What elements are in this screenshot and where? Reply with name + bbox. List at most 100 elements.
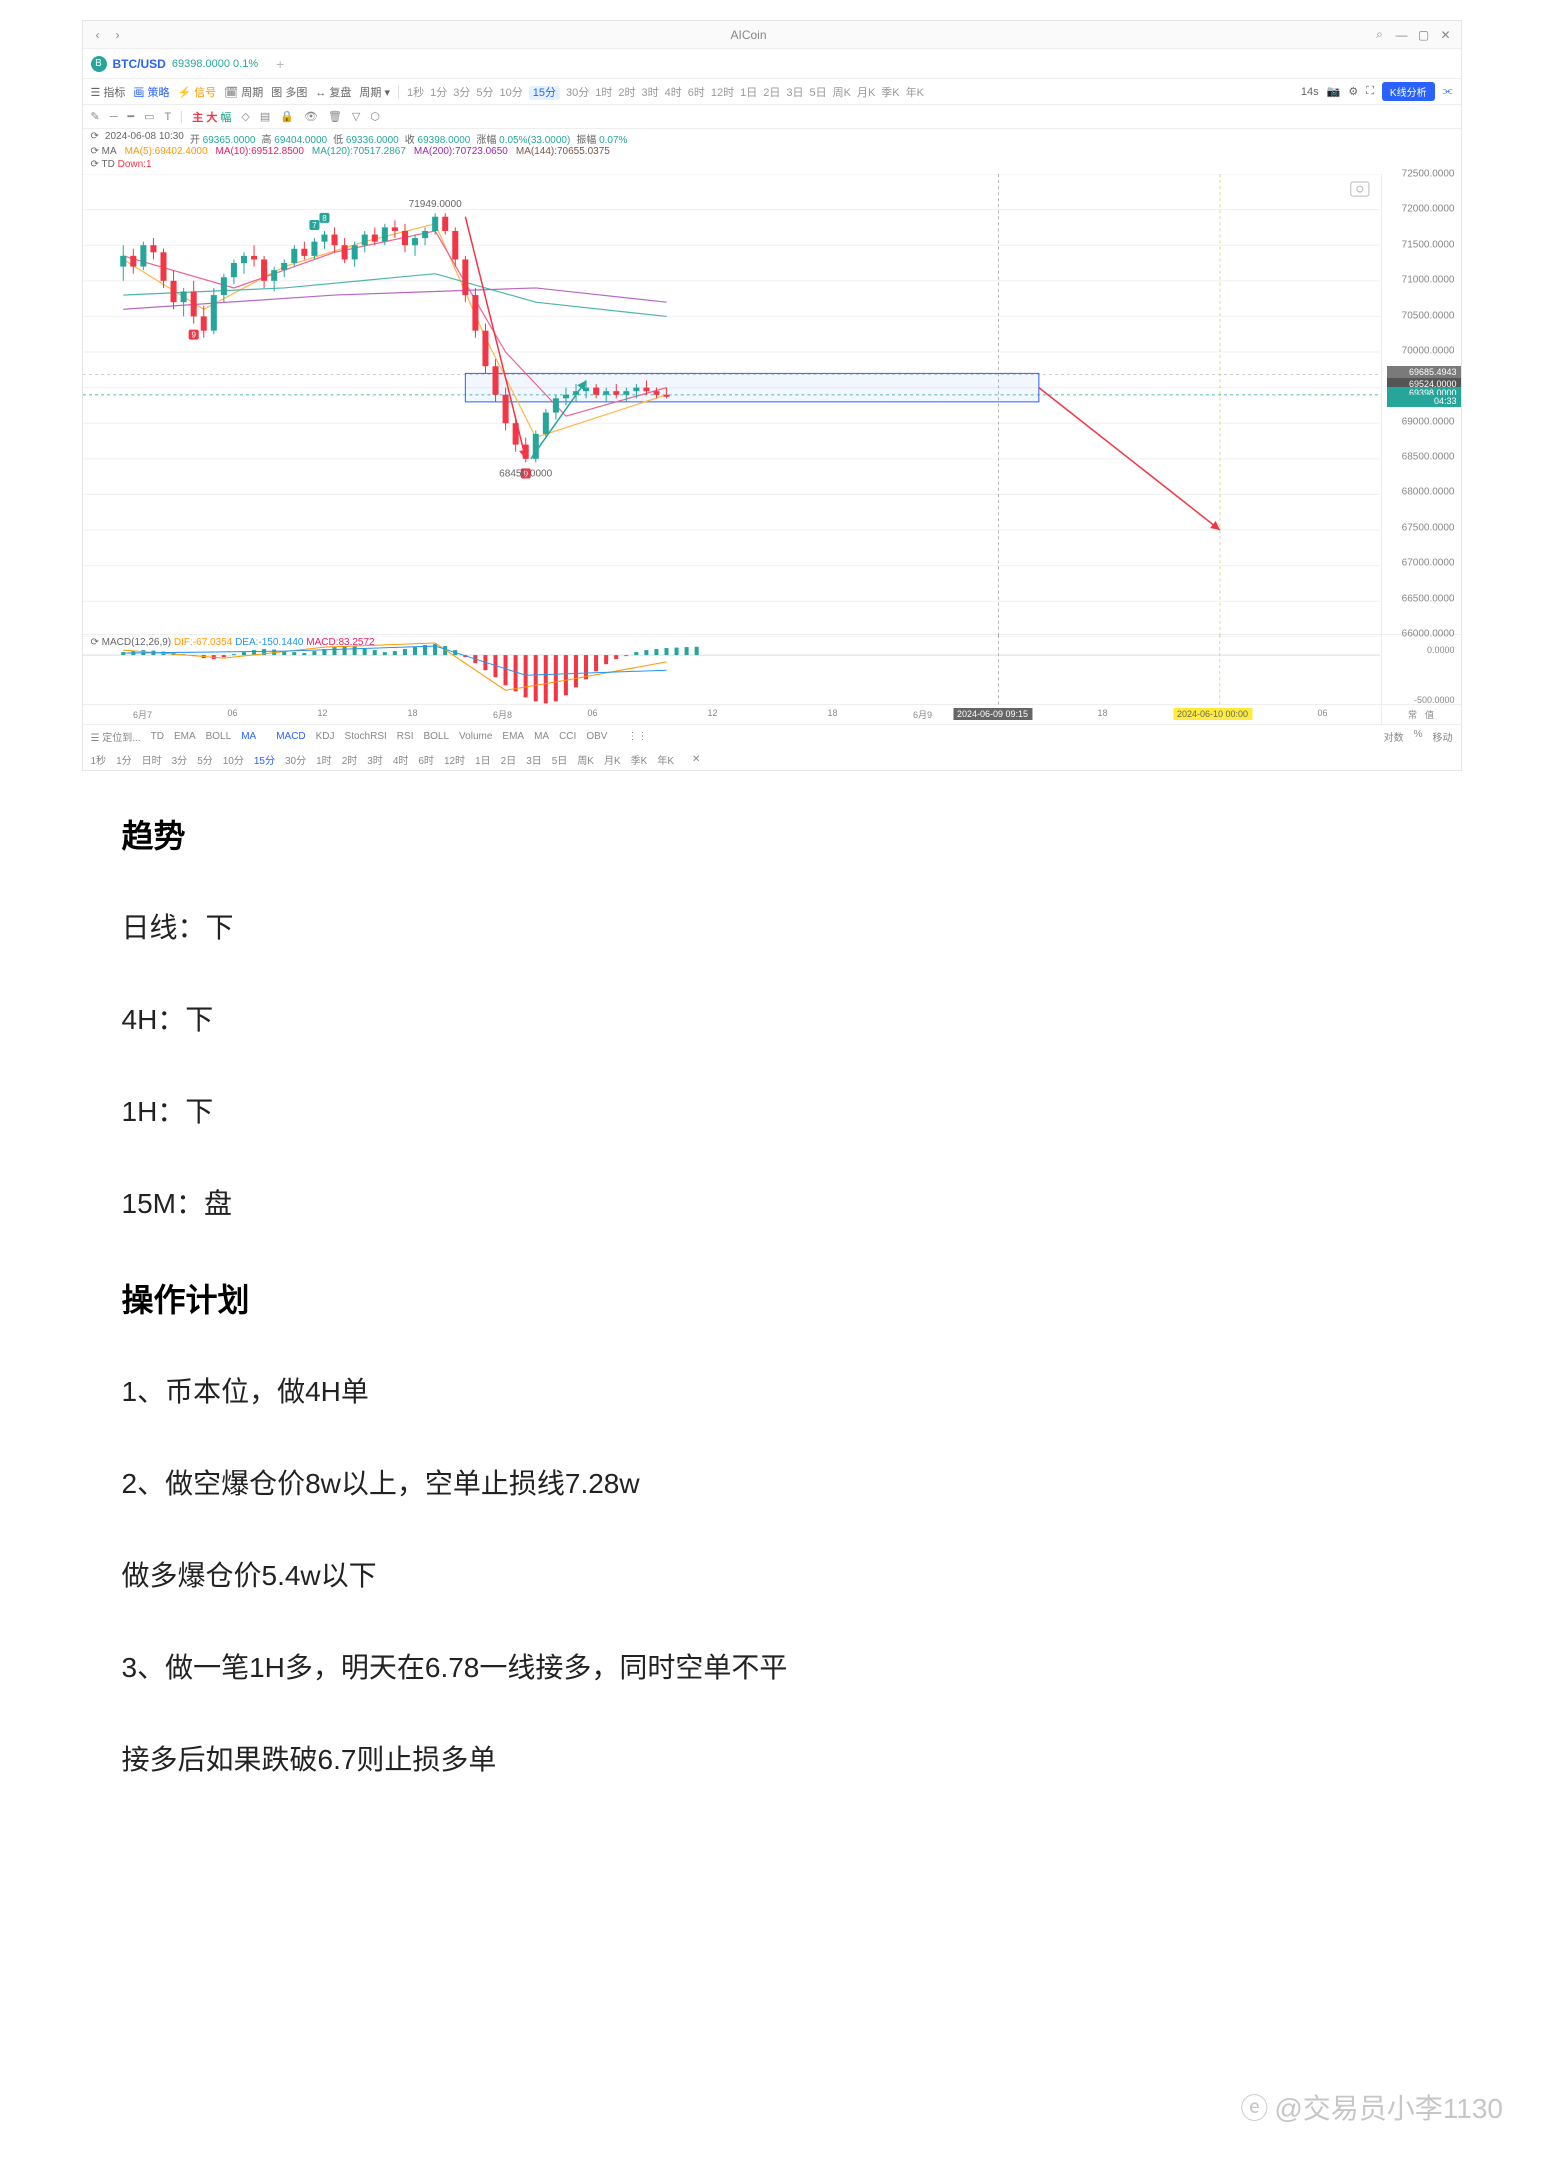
settings-icon[interactable]: ⚙ (1348, 85, 1358, 98)
draw-magnet-icon[interactable]: ⬡ (370, 110, 380, 123)
timeframe-10分[interactable]: 10分 (499, 87, 522, 99)
draw-line-icon[interactable]: ─ (110, 111, 118, 123)
tf-bottom-12时[interactable]: 12时 (444, 752, 465, 767)
tf-bottom-3时[interactable]: 3时 (367, 752, 383, 767)
tf-bottom-1秒[interactable]: 1秒 (91, 752, 107, 767)
kline-analysis-button[interactable]: K线分析 (1382, 82, 1435, 101)
locate-button[interactable]: ☰ 定位到... (91, 729, 141, 744)
indicator-MA[interactable]: MA (534, 731, 549, 742)
timeframe-3分[interactable]: 3分 (453, 87, 470, 99)
indicator-BOLL[interactable]: BOLL (423, 731, 449, 742)
indicator-TD[interactable]: TD (151, 731, 164, 742)
timeframe-3时[interactable]: 3时 (641, 87, 658, 99)
tf-bottom-5日[interactable]: 5日 (552, 752, 568, 767)
draw-more-1[interactable]: ◇ (241, 110, 249, 123)
draw-rect-icon[interactable]: ▭ (144, 110, 154, 123)
toolbar-period[interactable]: 🗓 周期 (224, 84, 263, 100)
chart-area[interactable]: 978971949.000068450.0000 72500.000072000… (83, 174, 1461, 634)
timeframe-15分[interactable]: 15分 (529, 86, 560, 100)
timeframe-5日[interactable]: 5日 (809, 87, 826, 99)
chart-main[interactable]: 978971949.000068450.0000 (83, 174, 1381, 634)
draw-more-2[interactable]: ▤ (260, 110, 270, 123)
tf-bottom-月K[interactable]: 月K (604, 752, 621, 767)
indicator-EMA[interactable]: EMA (174, 731, 196, 742)
timeframe-年K[interactable]: 年K (906, 87, 924, 99)
draw-cross-icon[interactable]: ✎ (91, 110, 100, 123)
tf-bottom-2日[interactable]: 2日 (501, 752, 517, 767)
move-toggle[interactable]: 移动 (1433, 729, 1453, 744)
indicator-Volume[interactable]: Volume (459, 731, 492, 742)
toolbar-cycle[interactable]: 周期 ▾ (359, 84, 390, 100)
maximize-icon[interactable]: ▢ (1417, 28, 1431, 42)
fullscreen-icon[interactable]: ⛶ (1366, 85, 1374, 98)
draw-filter-icon[interactable]: ▽ (352, 110, 360, 123)
macd-main[interactable]: ⟳ MACD(12,26,9) DIF:-67.0354 DEA:-150.14… (83, 635, 1381, 704)
timeframe-5分[interactable]: 5分 (476, 87, 493, 99)
indicator-more[interactable]: ⋮⋮ (627, 731, 647, 742)
timeframe-4时[interactable]: 4时 (665, 87, 682, 99)
camera-icon[interactable]: 📷 (1327, 85, 1341, 98)
tf-bottom-年K[interactable]: 年K (657, 752, 674, 767)
tf-bottom-10分[interactable]: 10分 (223, 752, 244, 767)
indicator-RSI[interactable]: RSI (397, 731, 414, 742)
tf-bottom-4时[interactable]: 4时 (393, 752, 409, 767)
timeframe-2时[interactable]: 2时 (618, 87, 635, 99)
back-icon[interactable]: ‹ (91, 28, 105, 42)
tf-bottom-1日[interactable]: 1日 (475, 752, 491, 767)
macd-area[interactable]: ⟳ MACD(12,26,9) DIF:-67.0354 DEA:-150.14… (83, 634, 1461, 704)
timeframe-1时[interactable]: 1时 (595, 87, 612, 99)
timeframe-1分[interactable]: 1分 (430, 87, 447, 99)
tf-close-icon[interactable]: ✕ (692, 754, 700, 765)
toolbar-strategy[interactable]: 画 策略 (133, 84, 169, 100)
indicator-OBV[interactable]: OBV (586, 731, 607, 742)
xaxis-right[interactable]: 常值 (1381, 705, 1461, 724)
timeframe-30分[interactable]: 30分 (566, 87, 589, 99)
timeframe-2日[interactable]: 2日 (763, 87, 780, 99)
tf-bottom-15分[interactable]: 15分 (254, 752, 275, 767)
forward-icon[interactable]: › (111, 28, 125, 42)
draw-more-5[interactable]: 🗑 (328, 110, 342, 123)
tf-bottom-1分[interactable]: 1分 (116, 752, 132, 767)
toolbar-multi[interactable]: 图 多图 (271, 84, 307, 100)
indicator-EMA[interactable]: EMA (502, 731, 524, 742)
tf-bottom-5分[interactable]: 5分 (197, 752, 213, 767)
tf-bottom-3日[interactable]: 3日 (526, 752, 542, 767)
add-tab-button[interactable]: + (276, 56, 284, 72)
tf-bottom-2时[interactable]: 2时 (342, 752, 358, 767)
draw-text-icon[interactable]: T (165, 111, 172, 123)
timeframe-季K[interactable]: 季K (881, 87, 899, 99)
timeframe-1日[interactable]: 1日 (740, 87, 757, 99)
draw-more-3[interactable]: 🔒 (280, 110, 294, 123)
indicator-MACD[interactable]: MACD (276, 731, 305, 742)
tf-bottom-季K[interactable]: 季K (631, 752, 648, 767)
zoom-controls[interactable]: 主 大 幅 (192, 109, 231, 125)
indicator-StochRSI[interactable]: StochRSI (345, 731, 387, 742)
tf-bottom-1时[interactable]: 1时 (316, 752, 332, 767)
tf-bottom-30分[interactable]: 30分 (285, 752, 306, 767)
timeframe-12时[interactable]: 12时 (711, 87, 734, 99)
tf-bottom-周K[interactable]: 周K (577, 752, 594, 767)
indicator-KDJ[interactable]: KDJ (316, 731, 335, 742)
draw-trend-icon[interactable]: ━ (128, 110, 135, 123)
draw-more-4[interactable]: 👁 (304, 110, 318, 123)
search-icon[interactable]: ⌕ (1373, 28, 1387, 42)
toolbar-signal[interactable]: ⚡ 信号 (177, 84, 216, 100)
close-icon[interactable]: ✕ (1439, 28, 1453, 42)
timeframe-月K[interactable]: 月K (857, 87, 875, 99)
tf-bottom-日时[interactable]: 日时 (142, 752, 162, 767)
symbol-name[interactable]: BTC/USD (113, 57, 166, 71)
candlestick-chart[interactable]: 978971949.000068450.0000 (83, 174, 1381, 637)
tf-bottom-3分[interactable]: 3分 (172, 752, 188, 767)
minimize-icon[interactable]: — (1395, 28, 1409, 42)
log-toggle[interactable]: 对数 (1384, 729, 1404, 744)
indicator-CCI[interactable]: CCI (559, 731, 576, 742)
share-icon[interactable]: ⫘ (1443, 85, 1453, 98)
indicator-MA[interactable]: MA (241, 731, 256, 742)
tf-bottom-6时[interactable]: 6时 (418, 752, 434, 767)
timeframe-周K[interactable]: 周K (833, 87, 851, 99)
toolbar-replay[interactable]: ↔ 复盘 (315, 84, 351, 100)
toolbar-indicators[interactable]: ☰ 指标 (91, 84, 126, 100)
indicator-BOLL[interactable]: BOLL (206, 731, 232, 742)
pct-toggle[interactable]: % (1414, 729, 1423, 744)
timeframe-1秒[interactable]: 1秒 (407, 87, 424, 99)
